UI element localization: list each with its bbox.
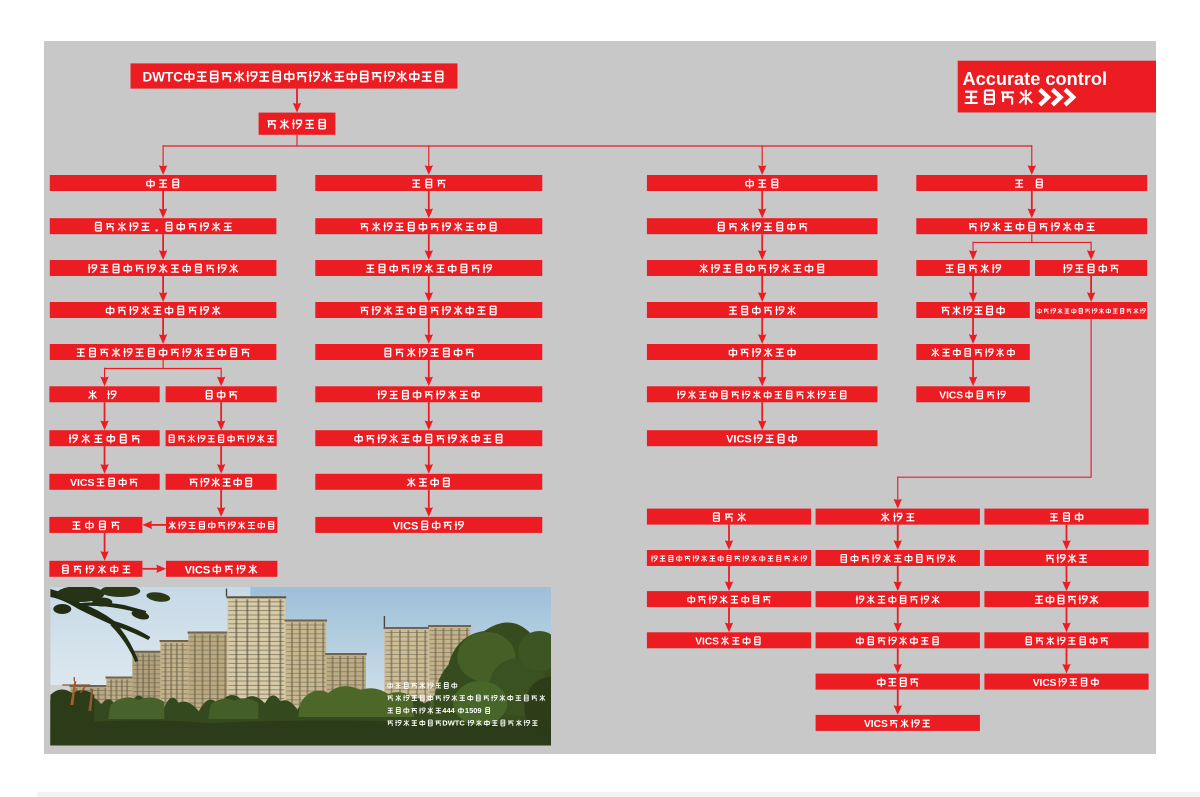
svg-text:VICS: VICS <box>393 520 419 532</box>
svg-text:VICS: VICS <box>864 719 888 730</box>
svg-text:VICS: VICS <box>185 564 211 576</box>
svg-text:VICS: VICS <box>939 391 963 402</box>
svg-text:Accurate control: Accurate control <box>963 69 1108 89</box>
svg-text:1509: 1509 <box>465 706 482 715</box>
svg-text:444: 444 <box>442 706 455 715</box>
svg-text:DWTC: DWTC <box>143 69 184 84</box>
svg-text:VICS: VICS <box>70 477 95 489</box>
svg-text:VICS: VICS <box>695 637 719 648</box>
svg-text:VICS: VICS <box>726 434 752 446</box>
svg-text:VICS: VICS <box>1033 678 1057 689</box>
svg-text:DWTC: DWTC <box>442 719 465 728</box>
